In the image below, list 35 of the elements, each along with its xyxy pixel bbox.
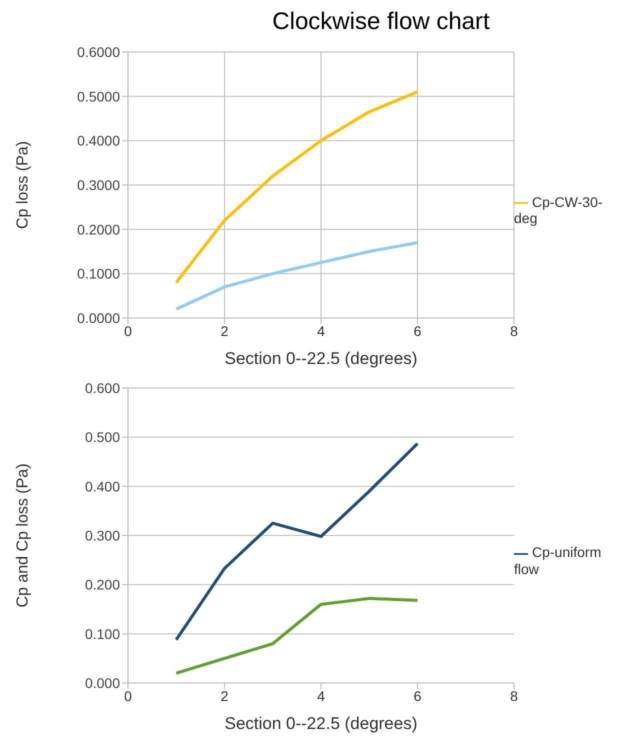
y-tick-label: 0.100 <box>84 626 120 642</box>
y-axis-title: Cp loss (Pa) <box>14 140 32 230</box>
y-tick-label: 0.1000 <box>77 266 120 282</box>
y-tick-label: 0.500 <box>84 429 120 446</box>
x-tick-label: 2 <box>220 688 229 704</box>
y-tick-label: 0.300 <box>84 527 120 544</box>
line-series <box>174 241 419 311</box>
legend-label: Cp-uniform flow <box>514 544 602 577</box>
y-tick-label: 0.000 <box>84 674 120 691</box>
y-tick-label: 0.400 <box>84 478 120 494</box>
x-tick-label: 4 <box>317 322 326 339</box>
line-series <box>174 442 419 642</box>
x-tick-label: 0 <box>124 688 132 704</box>
x-tick-label: 2 <box>220 322 229 339</box>
y-axis-title: Cp and Cp loss (Pa) <box>14 463 32 608</box>
x-axis-title: Section 0--22.5 (degrees) <box>224 714 418 733</box>
x-tick-label: 6 <box>414 322 422 339</box>
legend-label: Cp-CW-30-deg <box>514 194 603 226</box>
y-tick-label: 0.4000 <box>77 132 120 149</box>
line-series <box>174 90 419 284</box>
y-tick-label: 0.600 <box>84 380 120 396</box>
x-tick-label: 8 <box>510 688 518 704</box>
x-tick-label: 6 <box>414 688 422 704</box>
y-tick-label: 0.3000 <box>77 176 120 193</box>
x-axis-title: Section 0--22.5 (degrees) <box>224 349 418 368</box>
chart-title: Clockwise flow chart <box>271 8 491 37</box>
x-tick-label: 0 <box>124 322 132 339</box>
y-tick-label: 0.5000 <box>77 88 120 104</box>
y-tick-label: 0.6000 <box>77 44 120 60</box>
line-series <box>174 596 419 675</box>
x-tick-label: 8 <box>510 322 518 339</box>
y-tick-label: 0.0000 <box>77 310 120 326</box>
y-tick-label: 0.200 <box>84 576 120 593</box>
x-tick-label: 4 <box>317 688 326 704</box>
y-tick-label: 0.2000 <box>77 221 120 238</box>
